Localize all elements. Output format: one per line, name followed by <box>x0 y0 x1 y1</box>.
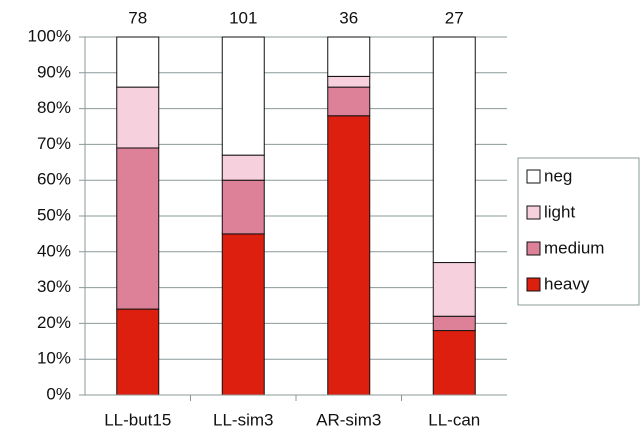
bar-segment <box>116 86 160 149</box>
legend-label: medium <box>544 238 604 257</box>
legend-swatch <box>526 205 541 220</box>
y-tick-label: 0% <box>46 384 71 403</box>
bar-segment <box>327 86 371 117</box>
y-tick-label: 40% <box>37 241 71 260</box>
bar-segment <box>432 262 476 317</box>
y-tick-label: 60% <box>37 170 71 189</box>
bar-segment <box>432 315 476 332</box>
bar-segment <box>432 36 476 264</box>
bar-segment <box>327 36 371 77</box>
legend-swatch <box>526 241 541 256</box>
bar-segment <box>116 36 160 88</box>
y-tick-label: 100% <box>28 26 71 45</box>
y-tick-label: 80% <box>37 98 71 117</box>
bar-segment <box>116 147 160 310</box>
x-tick-label: AR-sim3 <box>316 410 381 429</box>
bar-segment <box>221 36 265 156</box>
bar-segment <box>327 115 371 396</box>
x-tick-label: LL-sim3 <box>213 410 273 429</box>
bar-segment <box>116 308 160 396</box>
legend-label: neg <box>544 166 572 185</box>
total-label: 36 <box>339 8 358 27</box>
bar-segment <box>432 330 476 396</box>
y-tick-label: 50% <box>37 205 71 224</box>
legend-label: heavy <box>544 274 590 293</box>
legend-label: light <box>544 202 575 221</box>
x-tick-label: LL-but15 <box>104 410 171 429</box>
legend-swatch <box>526 169 541 184</box>
bar-segment <box>327 75 371 88</box>
total-label: 27 <box>445 8 464 27</box>
y-tick-label: 70% <box>37 134 71 153</box>
bar-segment <box>221 179 265 235</box>
bar-segment <box>221 233 265 396</box>
x-tick-label: LL-can <box>428 410 480 429</box>
legend-swatch <box>526 277 541 292</box>
y-tick-label: 90% <box>37 62 71 81</box>
y-tick-label: 20% <box>37 313 71 332</box>
bar-segment <box>221 154 265 181</box>
total-label: 101 <box>229 8 257 27</box>
total-label: 78 <box>128 8 147 27</box>
y-tick-label: 10% <box>37 349 71 368</box>
y-tick-label: 30% <box>37 277 71 296</box>
